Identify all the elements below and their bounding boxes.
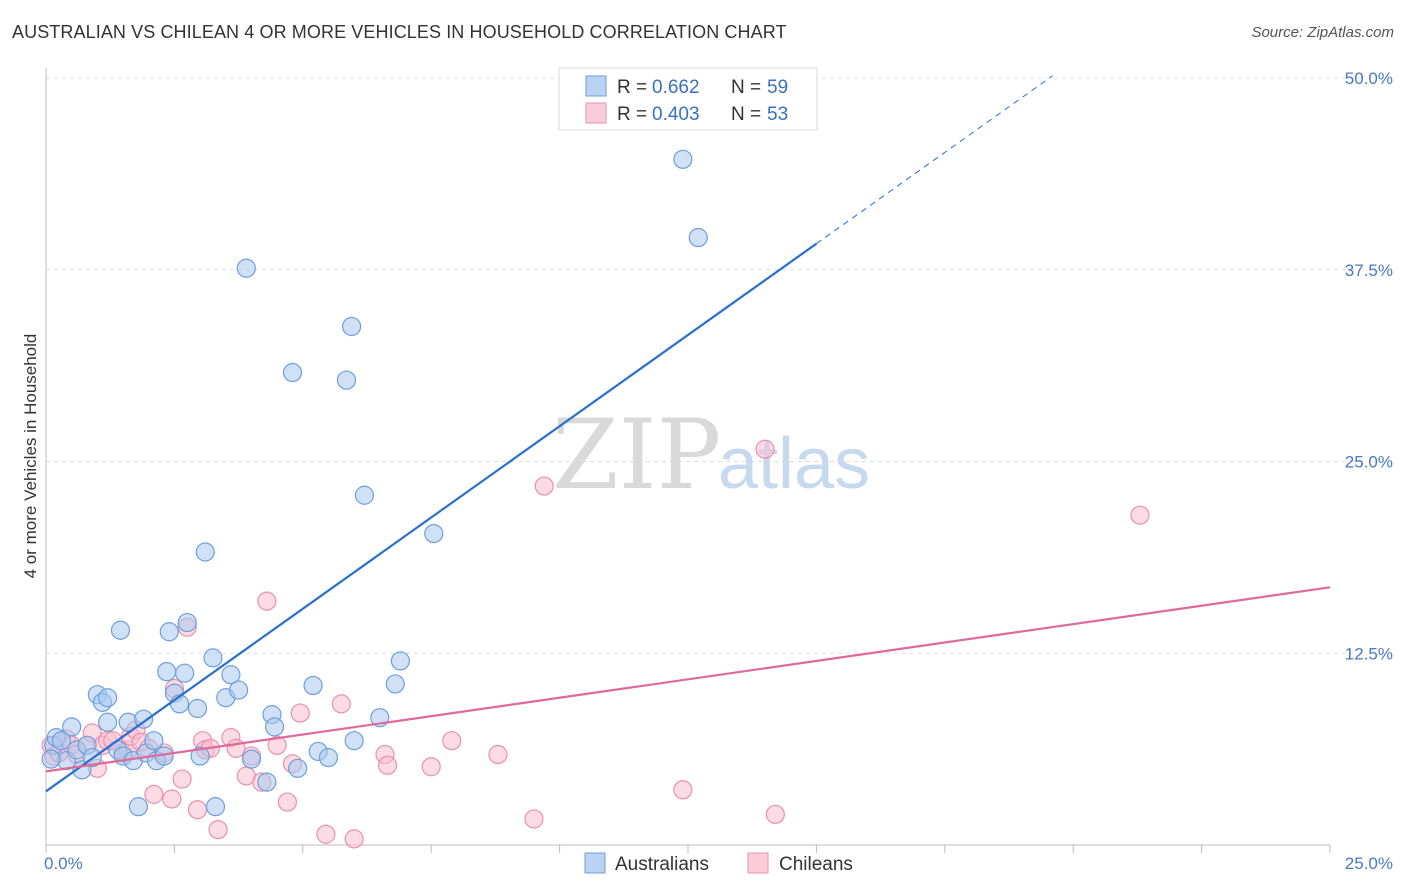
chileans-point-48 (534, 476, 554, 496)
chileans-point-22 (172, 769, 192, 789)
y-axis-label: 4 or more Vehicles in Household (21, 334, 40, 579)
chileans-point-24 (187, 800, 208, 820)
australians-point-58 (41, 749, 61, 769)
gridlines (46, 77, 1365, 654)
chileans-point-43 (377, 755, 398, 775)
chileans-point-36 (277, 792, 297, 812)
australians-point-45 (303, 675, 323, 696)
australians-point-57 (688, 227, 708, 248)
australians-point-49 (341, 316, 362, 337)
australians-point-31 (190, 746, 210, 766)
australians-point-55 (424, 523, 444, 544)
legend-r-value-australians: 0.662 (652, 77, 700, 98)
australians-point-40 (257, 772, 277, 792)
series-legend: Australians Chileans (584, 852, 853, 875)
australians-point-47 (318, 747, 339, 768)
y-tick-label-2: 37.5% (1345, 261, 1393, 280)
y-tick-label-1: 25.0% (1345, 453, 1393, 472)
legend-r-label-australians: R = (617, 77, 647, 98)
source-credit: Source: ZipAtlas.com (1251, 24, 1394, 41)
chileans-point-51 (765, 804, 785, 824)
australians-point-56 (673, 149, 693, 169)
y-tick-labels: 12.5% 25.0% 37.5% 50.0% (1345, 69, 1393, 663)
australians-point-39 (241, 749, 262, 769)
legend-n-label-australians: N = (731, 77, 761, 98)
axes (45, 68, 1331, 853)
australians-point-28 (175, 663, 195, 683)
australians-point-48 (336, 370, 357, 390)
bottom-legend-label-australians: Australians (615, 854, 709, 875)
bottom-legend-label-chileans: Chileans (779, 854, 853, 875)
bottom-legend-swatch-australians (584, 852, 606, 874)
chileans-point-38 (290, 703, 310, 723)
chileans-point-39 (316, 824, 336, 844)
legend-n-value-australians: 59 (767, 77, 788, 98)
chileans-point-35 (267, 735, 287, 755)
australians-trend-line (45, 242, 818, 793)
australians-point-37 (229, 680, 249, 700)
australians-point-42 (264, 717, 285, 737)
australians-trend-extension (816, 75, 1053, 245)
australians-point-29 (177, 612, 197, 633)
y-tick-label-3: 50.0% (1345, 69, 1393, 88)
chileans-point-20 (162, 789, 182, 809)
australians-point-19 (133, 709, 154, 729)
australians-point-44 (288, 758, 308, 778)
australians-point-51 (354, 485, 375, 505)
chileans-point-52 (1130, 505, 1150, 525)
legend-n-label-chileans: N = (731, 104, 761, 125)
australians-point-43 (282, 362, 303, 383)
chileans-point-40 (331, 694, 351, 714)
trend-lines (45, 75, 1331, 793)
australians-point-2 (51, 731, 72, 751)
australians-point-33 (203, 648, 223, 668)
legend-r-value-chileans: 0.403 (652, 104, 700, 125)
legend-r-label-chileans: R = (617, 104, 647, 125)
australians-point-4 (62, 717, 82, 737)
chileans-trend-line (45, 586, 1331, 773)
chileans-point-44 (421, 757, 441, 777)
y-tick-label-0: 12.5% (1345, 644, 1393, 663)
x-tick-min: 0.0% (44, 854, 83, 873)
watermark: ZIP atlas (552, 399, 870, 511)
australians-point-14 (110, 620, 131, 640)
australians-point-53 (385, 674, 405, 694)
australians-point-21 (144, 731, 164, 751)
chileans-point-34 (257, 591, 277, 611)
x-tick-max: 25.0% (1345, 854, 1393, 873)
chileans-point-18 (144, 784, 164, 804)
watermark-atlas: atlas (718, 424, 870, 504)
legend-n-value-chileans: 53 (767, 104, 788, 125)
chileans-point-41 (344, 829, 364, 849)
australians-point-25 (159, 622, 179, 642)
australians-point-36 (221, 665, 241, 685)
chileans-point-45 (442, 731, 462, 751)
australians-point-34 (205, 797, 226, 817)
australians-point-54 (390, 651, 410, 671)
chileans-point-46 (488, 744, 508, 765)
australians-point-50 (344, 731, 364, 751)
australians-point-24 (157, 662, 177, 682)
chileans-point-50 (755, 439, 775, 459)
australians-point-11 (98, 688, 118, 708)
watermark-zip: ZIP (552, 399, 721, 511)
australians-point-18 (128, 797, 149, 817)
australians-point-30 (187, 698, 208, 719)
chileans-point-49 (673, 780, 693, 800)
chart-title: AUSTRALIAN VS CHILEAN 4 OR MORE VEHICLES… (12, 22, 787, 42)
chileans-point-28 (208, 820, 228, 840)
chileans-point-47 (524, 809, 544, 829)
australians-point-12 (98, 712, 118, 732)
legend-swatch-chileans (585, 102, 607, 124)
australians-point-38 (236, 258, 256, 278)
bottom-legend-swatch-chileans (747, 852, 769, 874)
stats-legend: R = 0.662 N = 59 R = 0.403 N = 53 (558, 67, 818, 131)
australians-point-32 (195, 542, 215, 562)
legend-swatch-australians (585, 75, 607, 97)
